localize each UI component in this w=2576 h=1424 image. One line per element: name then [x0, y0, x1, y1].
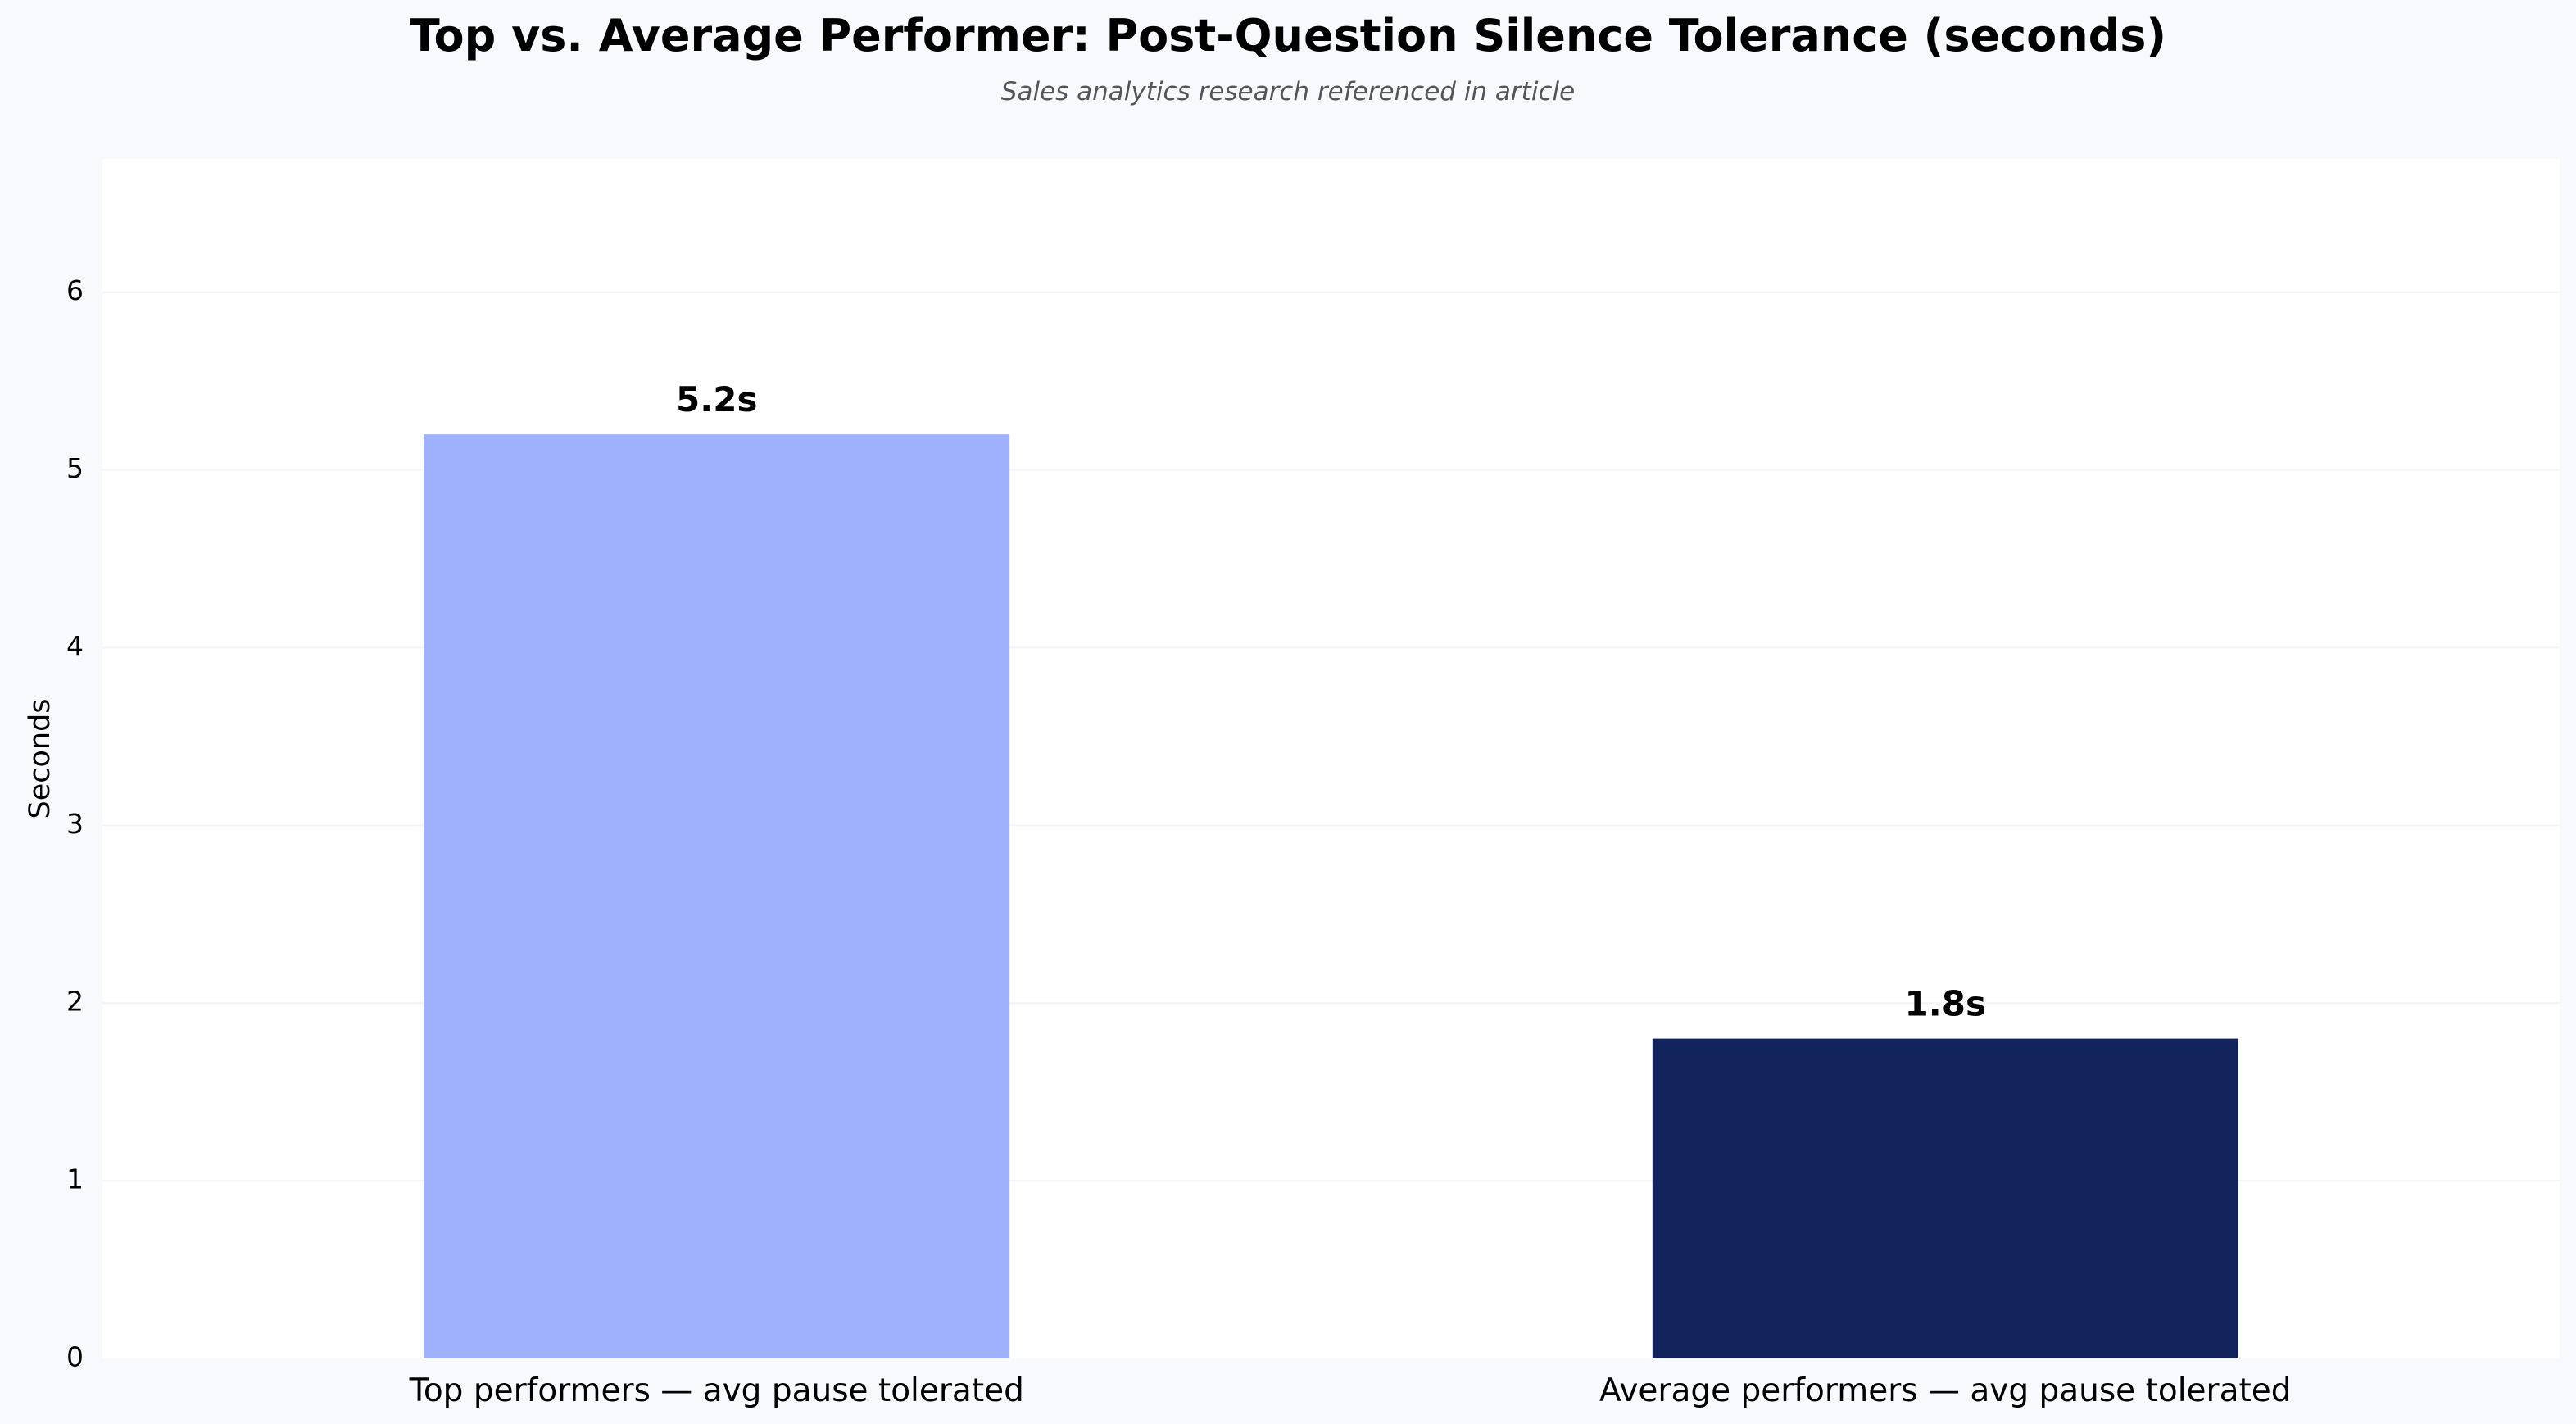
y-tick-label: 5	[66, 452, 84, 484]
x-category-label: Top performers — avg pause tolerated	[409, 1372, 1024, 1409]
value-labels: 5.2s 1.8s	[676, 379, 1986, 1023]
y-tick-label: 0	[66, 1341, 84, 1373]
y-tick-label: 1	[66, 1163, 84, 1195]
chart-subtitle: Sales analytics research referenced in a…	[1000, 77, 1576, 107]
bar-2	[1652, 1038, 2238, 1358]
y-tick-label: 4	[66, 630, 84, 662]
y-axis-ticks: 0 1 2 3 4 5 6	[66, 274, 84, 1372]
y-tick-label: 3	[66, 808, 84, 840]
bar-value-label: 1.8s	[1905, 984, 1986, 1024]
bar-value-label: 5.2s	[676, 379, 757, 419]
y-axis-title: Seconds	[24, 698, 57, 819]
bars	[424, 434, 2238, 1359]
chart-title: Top vs. Average Performer: Post-Question…	[409, 10, 2167, 61]
x-category-label: Average performers — avg pause tolerated	[1599, 1372, 2292, 1409]
y-tick-label: 2	[66, 986, 84, 1018]
y-tick-label: 6	[66, 274, 84, 306]
x-axis-category-labels: Top performers — avg pause tolerated Aver…	[409, 1372, 2292, 1409]
bar-1	[424, 434, 1010, 1359]
